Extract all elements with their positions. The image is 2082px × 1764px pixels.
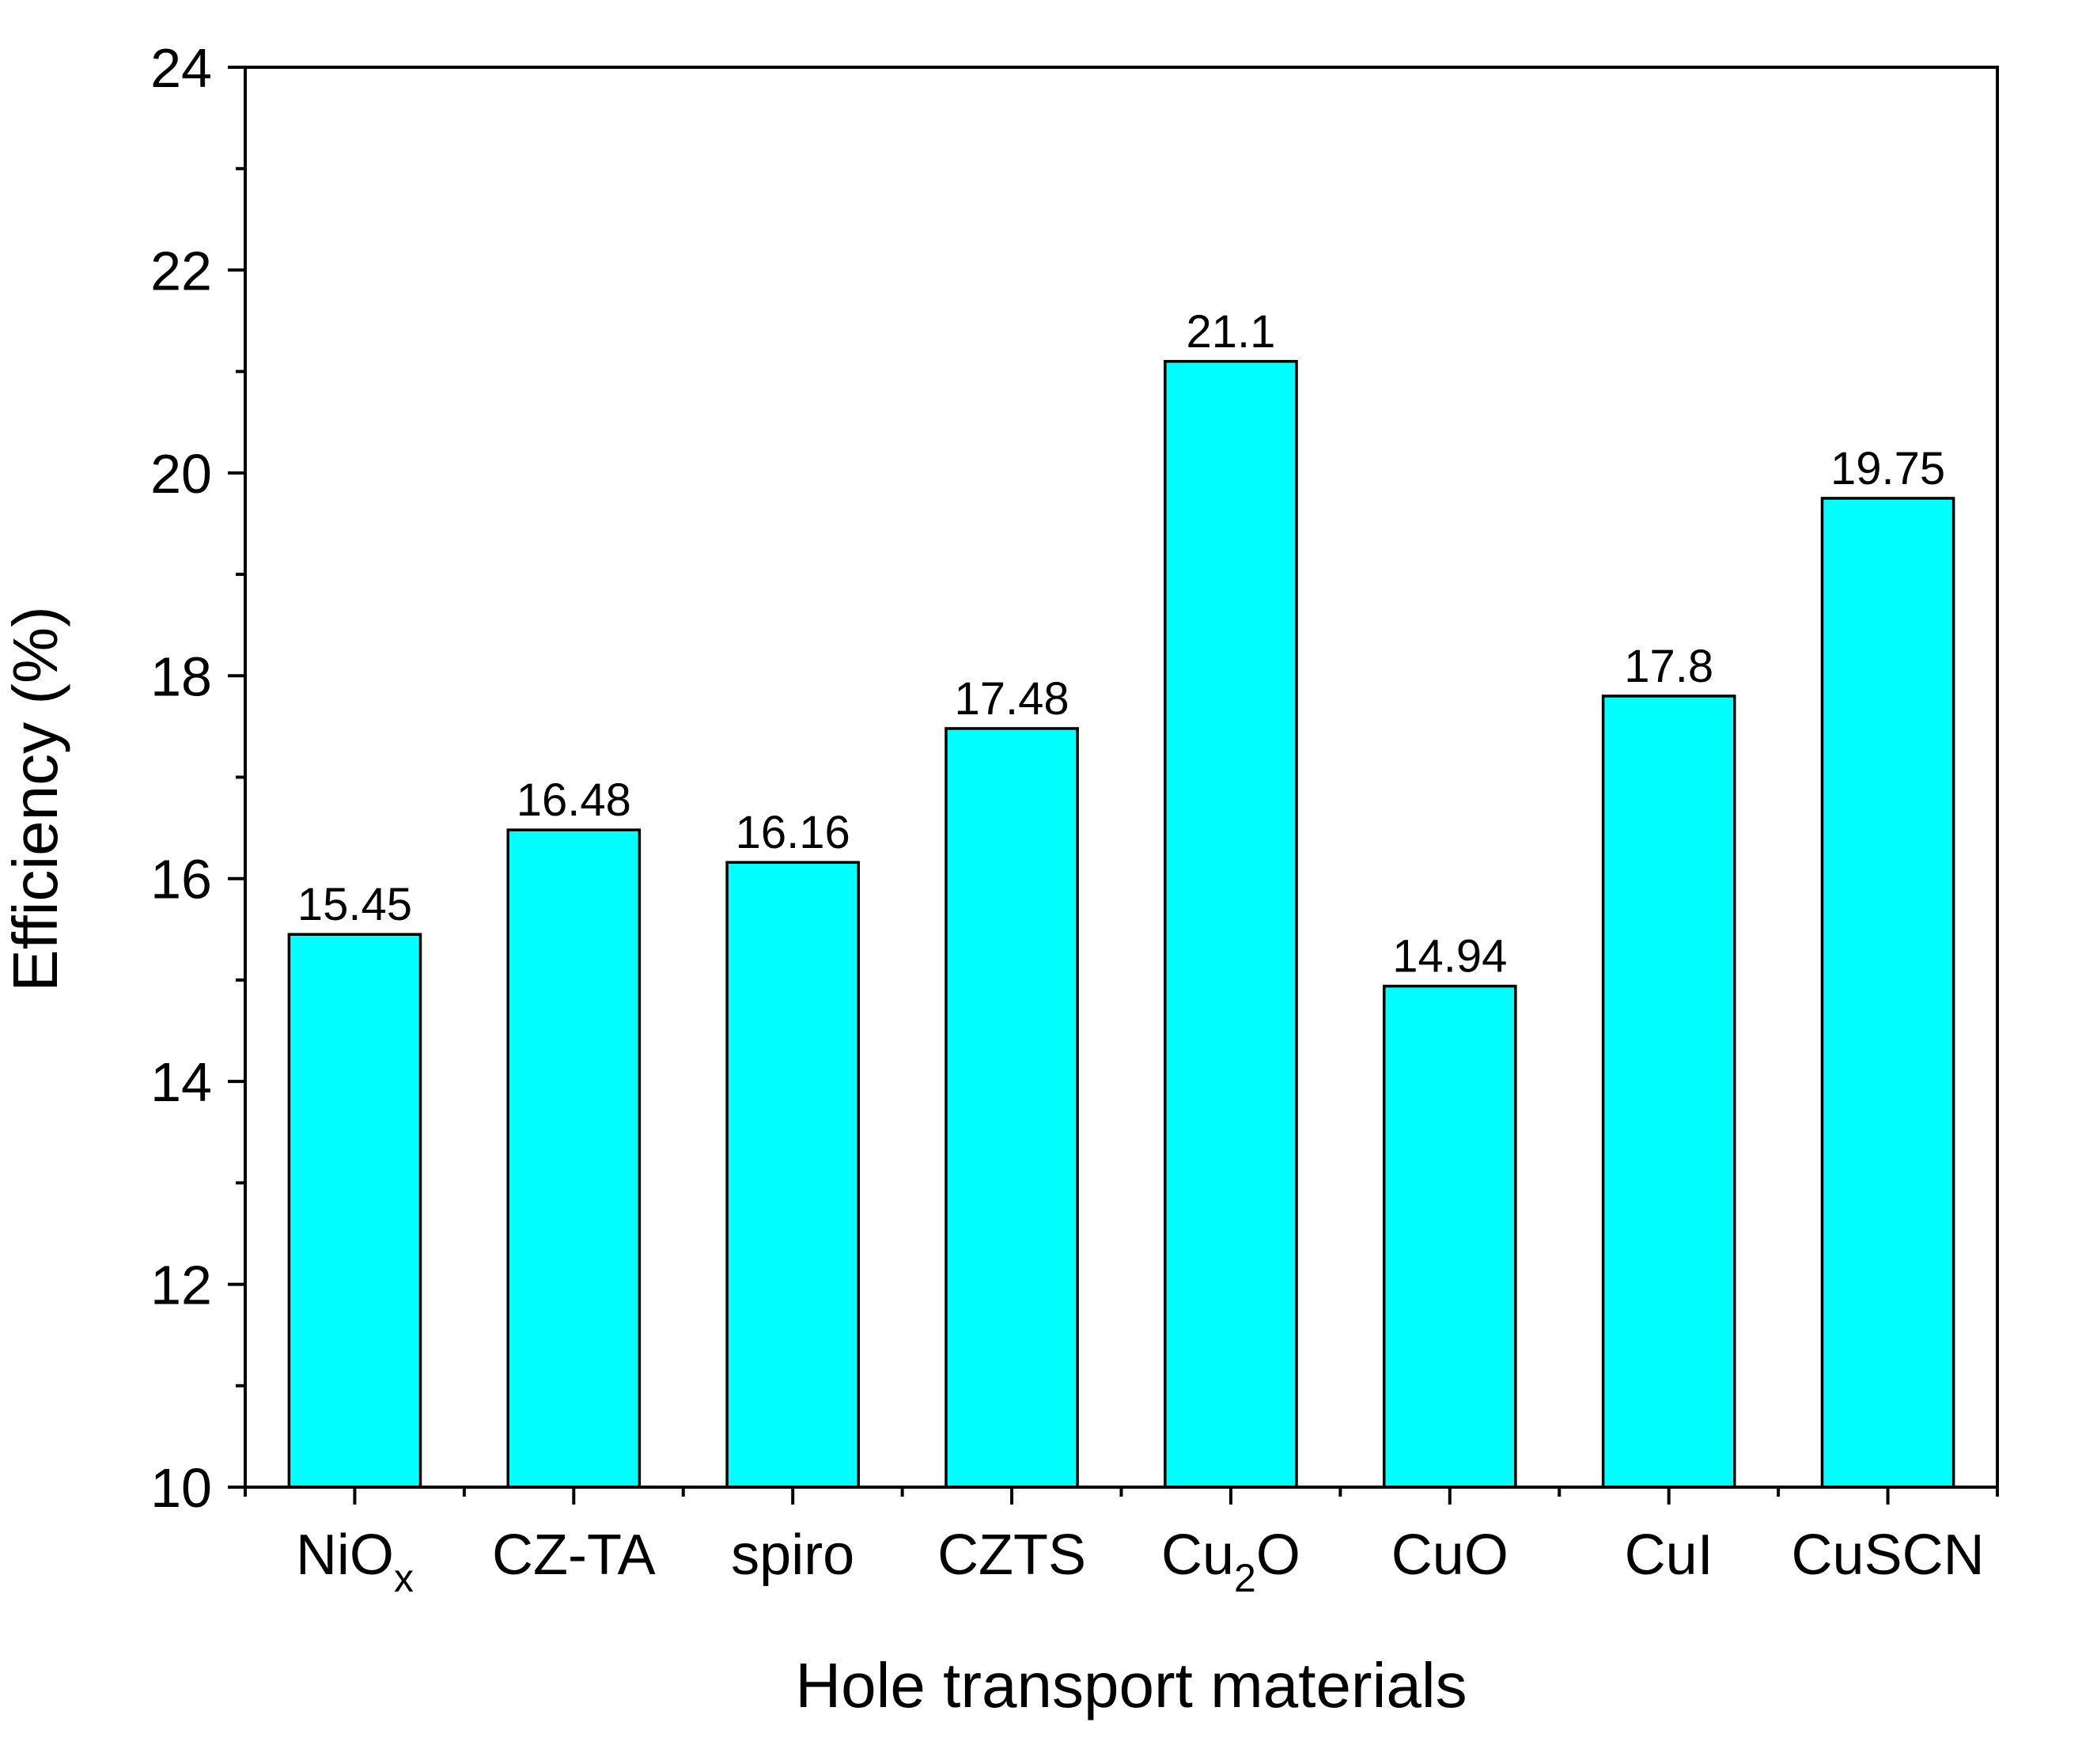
x-tick-label-czts: CZTS: [937, 1524, 1086, 1587]
y-tick-label-16: 16: [150, 849, 212, 910]
bar-spiro: [725, 861, 860, 1489]
y-tick-label-22: 22: [150, 240, 212, 301]
value-label-cuscn: 19.75: [1830, 443, 1945, 494]
y-tick-label-12: 12: [150, 1255, 212, 1316]
value-label-spiro: 16.16: [736, 807, 850, 858]
bar-cui: [1601, 695, 1736, 1489]
bar-cz-ta: [506, 828, 642, 1489]
bar-cuo: [1383, 984, 1517, 1489]
value-labels-group: 15.45 16.48 16.16 17.48 21.1 14.94 17.8 19.75: [297, 306, 1945, 982]
x-tick-label-cz-ta: CZ-TA: [492, 1524, 656, 1587]
x-tick-labels-group: NiOx CZ-TA spiro CZTS Cu2O CuO CuI CuSCN: [296, 1524, 1985, 1600]
x-tick-label-cu2o: Cu2O: [1161, 1524, 1300, 1600]
value-label-cz-ta: 16.48: [517, 774, 631, 826]
y-tick-labels-group: 10 12 14 16 18 20 22 24: [150, 37, 212, 1519]
axes-group: [228, 66, 1999, 1505]
value-label-czts: 17.48: [954, 673, 1069, 725]
x-tick-label-cuscn: CuSCN: [1792, 1524, 1985, 1587]
value-label-niox: 15.45: [297, 879, 412, 930]
value-label-cui: 17.8: [1624, 641, 1713, 692]
value-label-cu2o: 21.1: [1186, 306, 1275, 358]
x-tick-label-spiro: spiro: [731, 1524, 854, 1587]
bar-czts: [944, 727, 1079, 1489]
bar-cuscn: [1820, 497, 1955, 1489]
value-label-cuo: 14.94: [1392, 931, 1507, 982]
y-tick-label-20: 20: [150, 443, 212, 505]
bar-niox: [287, 933, 422, 1489]
y-tick-label-18: 18: [150, 645, 212, 707]
y-tick-label-14: 14: [150, 1051, 212, 1113]
y-tick-label-10: 10: [150, 1457, 212, 1519]
x-axis-title: Hole transport materials: [795, 1650, 1467, 1720]
bars-group: [287, 360, 1955, 1489]
x-tick-label-cui: CuI: [1625, 1524, 1713, 1587]
y-tick-label-24: 24: [150, 37, 212, 99]
x-tick-label-niox: NiOx: [296, 1524, 414, 1600]
x-tick-label-cuo: CuO: [1391, 1524, 1509, 1587]
y-axis-title: Efficiency (%): [0, 606, 70, 992]
bar-cu2o: [1164, 360, 1298, 1489]
